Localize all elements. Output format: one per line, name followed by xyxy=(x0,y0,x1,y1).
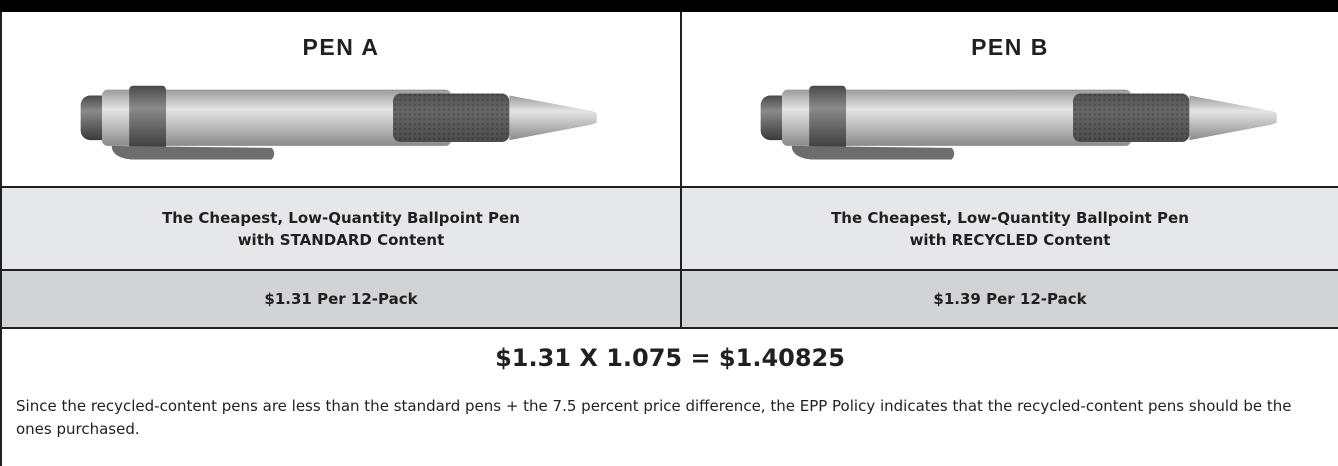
column-header: PEN A xyxy=(0,12,680,188)
page: PEN A PEN B The Cheapest, Low-Quantity B… xyxy=(0,0,1338,466)
description-line: The Cheapest, Low-Quantity Ballpoint Pen xyxy=(2,207,680,229)
description: The Cheapest, Low-Quantity Ballpoint Pen… xyxy=(680,188,1338,271)
pen-image xyxy=(72,78,617,175)
pen-image xyxy=(752,78,1297,175)
formula: $1.31 X 1.075 = $1.40825 xyxy=(0,329,1338,387)
comparison-table: PEN A PEN B The Cheapest, Low-Quantity B… xyxy=(0,12,1338,329)
column-title: PEN A xyxy=(2,34,680,61)
description: The Cheapest, Low-Quantity Ballpoint Pen… xyxy=(0,188,680,271)
description-line: with STANDARD Content xyxy=(2,229,680,251)
price: $1.31 Per 12-Pack xyxy=(0,271,680,329)
column-header: PEN B xyxy=(680,12,1338,188)
note: Since the recycled-content pens are less… xyxy=(0,387,1338,466)
price: $1.39 Per 12-Pack xyxy=(680,271,1338,329)
top-bar xyxy=(0,0,1338,12)
description-line: The Cheapest, Low-Quantity Ballpoint Pen xyxy=(682,207,1338,229)
description-line: with RECYCLED Content xyxy=(682,229,1338,251)
column-title: PEN B xyxy=(682,34,1338,61)
